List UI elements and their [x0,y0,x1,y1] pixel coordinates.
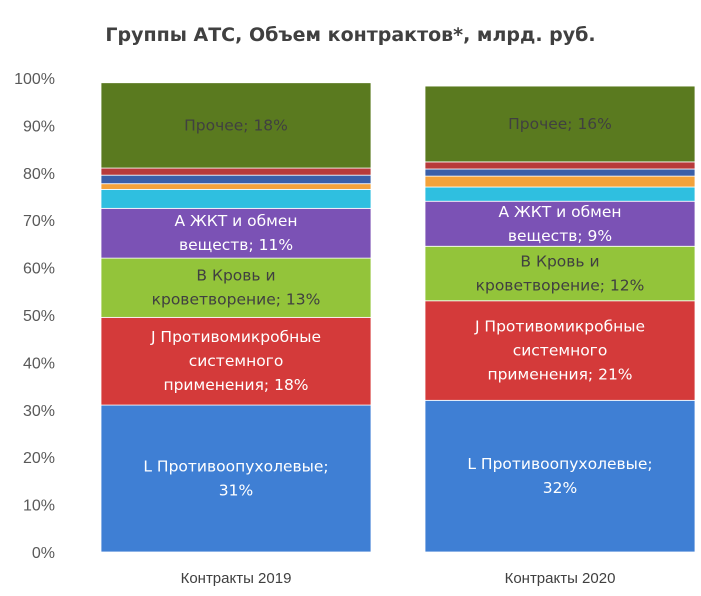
data-label: веществ; 9% [508,227,612,245]
data-label: системного [189,352,284,370]
x-category-label: Контракты 2019 [181,570,292,587]
bar-segment [100,257,372,318]
bar-segment [424,175,696,188]
data-label: 31% [219,482,253,500]
bar-segment [100,404,372,553]
bar-segment [424,161,696,170]
y-tick-label: 50% [23,308,55,325]
bar-segment [100,188,372,209]
data-label: A ЖКТ и обмен [498,203,621,221]
bar-segment [100,207,372,259]
data-label: системного [513,342,608,360]
y-tick-label: 80% [23,166,55,183]
bar-segment [100,174,372,185]
data-label: B Кровь и [520,253,599,271]
data-label: J Противомикробные [474,318,645,336]
y-tick-label: 70% [23,213,55,230]
data-label: L Противоопухолевые; [467,455,652,473]
y-tick-label: 20% [23,450,55,467]
bar-segment [100,167,372,176]
y-tick-label: 10% [23,498,55,515]
bar-segment [424,399,696,553]
bar-segment [424,168,696,177]
data-label: Прочее; 16% [508,115,612,133]
y-tick-label: 30% [23,403,55,420]
data-label: L Противоопухолевые; [143,458,328,476]
data-label: J Противомикробные [150,328,321,346]
chart-title: Группы АТС, Объем контрактов*, млрд. руб… [105,24,596,46]
data-label: применения; 21% [487,366,632,384]
data-label: 32% [543,479,577,497]
bar-segment [424,186,696,202]
y-tick-label: 40% [23,355,55,372]
y-tick-label: 100% [14,71,55,88]
bar-segment [424,200,696,247]
data-label: применения; 18% [163,376,308,394]
y-tick-label: 90% [23,118,55,135]
data-label: B Кровь и [196,267,275,285]
y-tick-label: 0% [32,545,55,562]
bar-segment [100,183,372,190]
data-label: кроветворение; 13% [152,291,321,309]
bar-segment [100,82,372,169]
y-tick-label: 60% [23,261,55,278]
data-label: веществ; 11% [179,236,293,254]
bar-segment [424,85,696,163]
data-label: кроветворение; 12% [476,277,645,295]
bar-segment [424,245,696,302]
bar-segment [100,316,372,406]
x-category-label: Контракты 2020 [505,570,616,587]
data-label: A ЖКТ и обмен [174,212,297,230]
data-label: Прочее; 18% [184,116,288,134]
